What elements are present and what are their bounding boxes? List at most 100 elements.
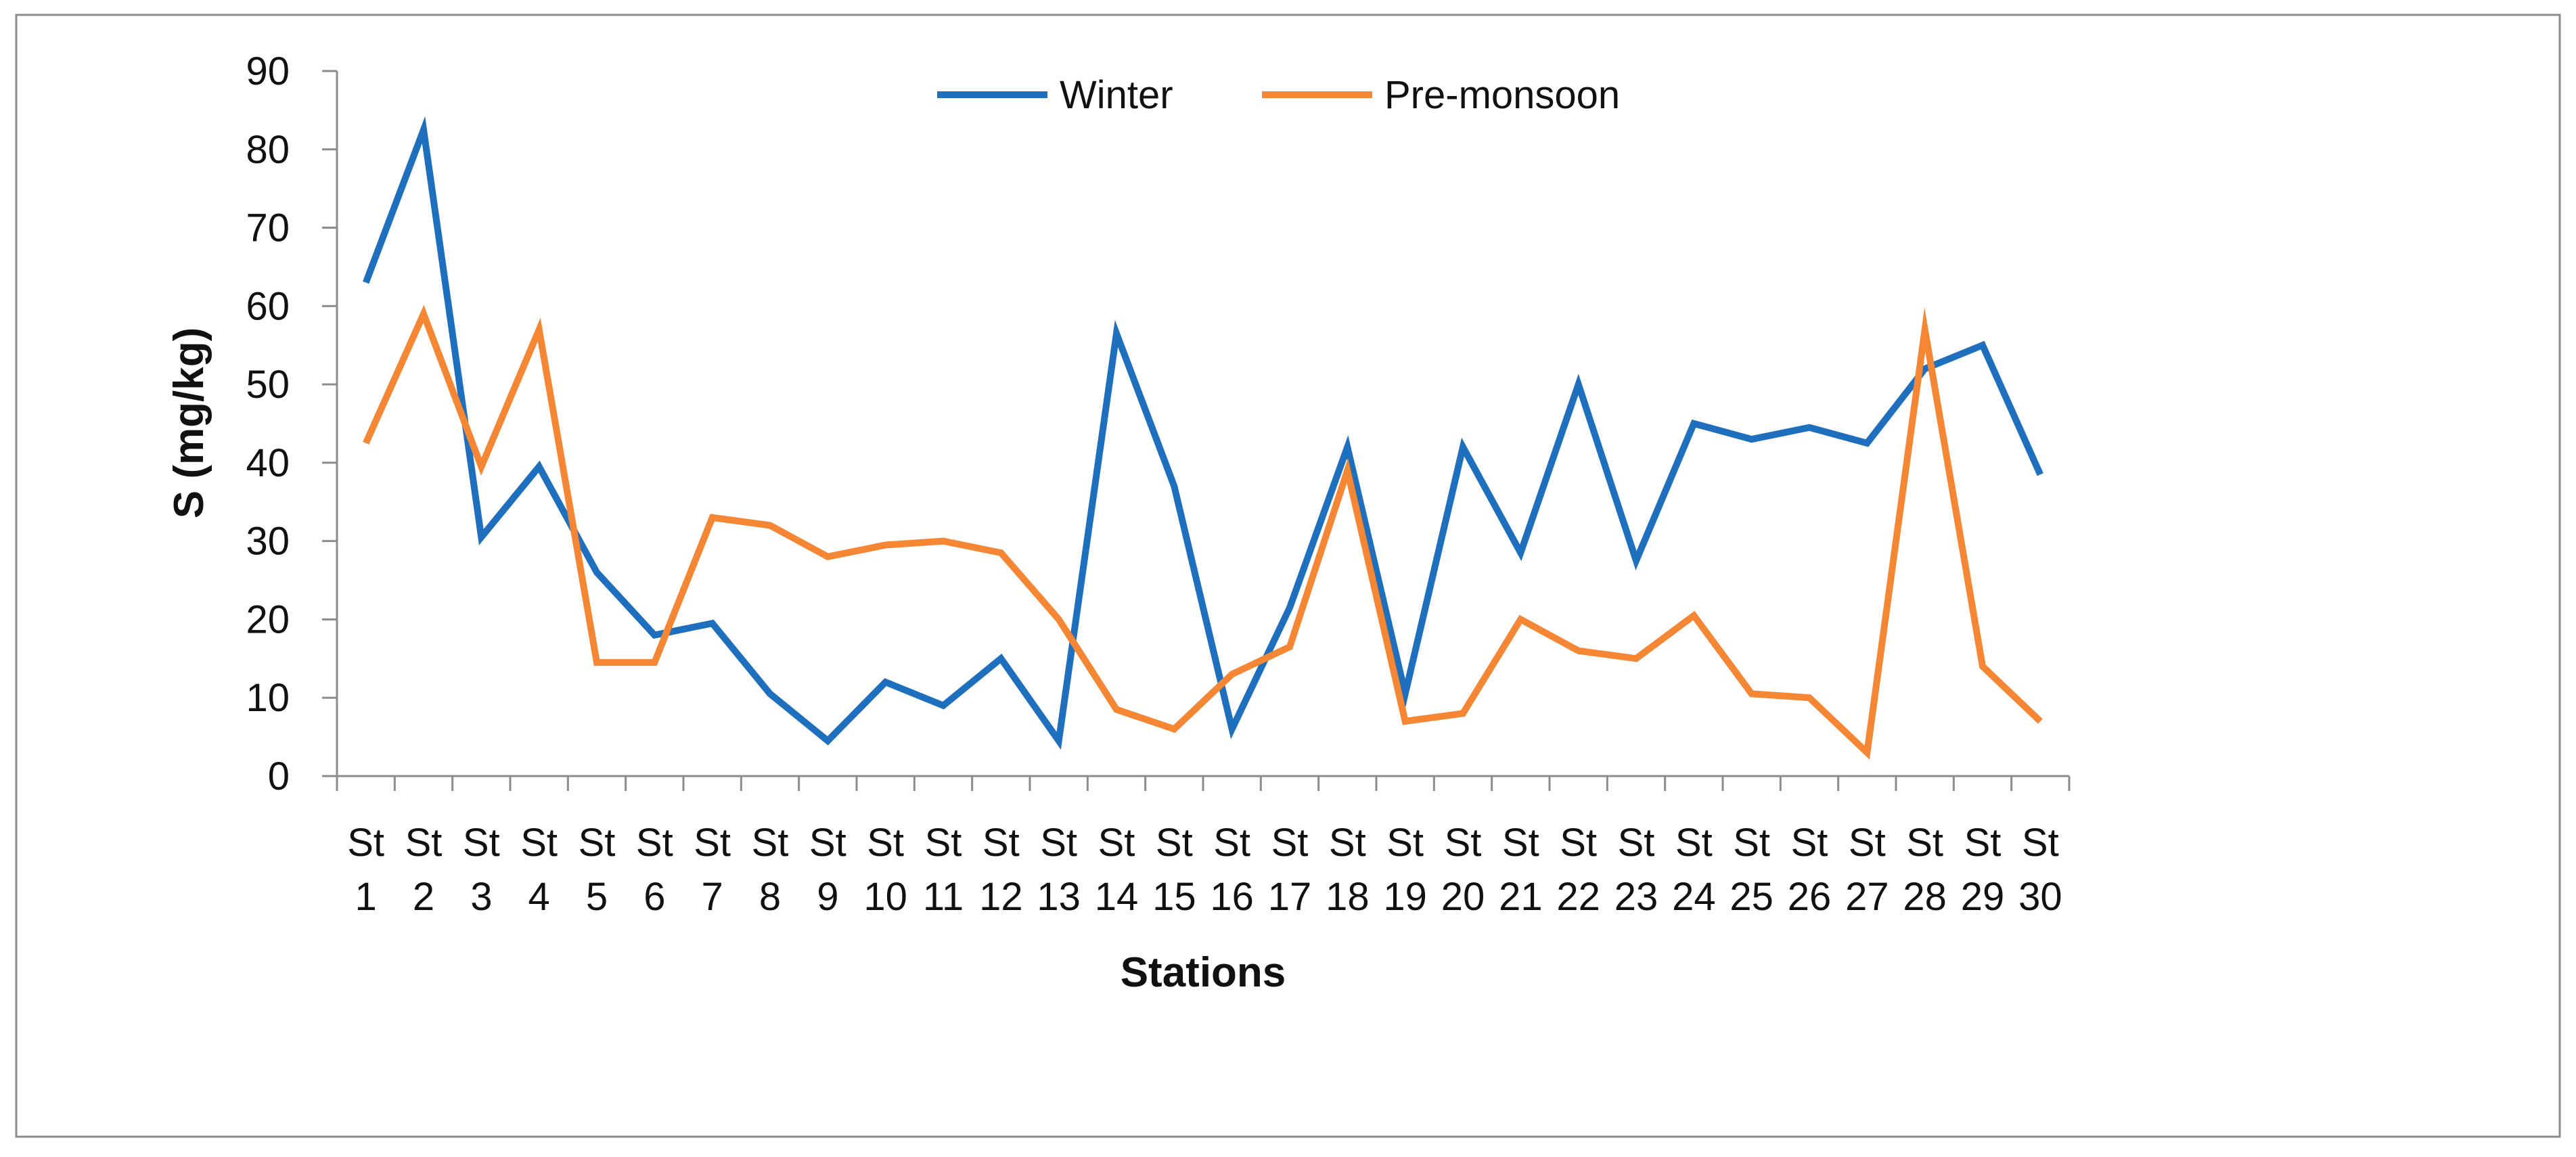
x-tick-label: St 19 — [1383, 821, 1427, 919]
y-tick-label: 80 — [246, 128, 290, 172]
data-point-pre-monsoon — [767, 522, 773, 529]
data-point-pre-monsoon — [824, 553, 831, 560]
data-point-winter — [767, 690, 773, 697]
data-point-winter — [1863, 440, 1870, 447]
x-tick-label: St 29 — [1961, 821, 2005, 919]
data-point-winter — [997, 655, 1004, 662]
y-tick-label: 20 — [246, 597, 290, 641]
data-point-pre-monsoon — [593, 659, 600, 666]
x-tick-label: St 21 — [1499, 821, 1543, 919]
x-tick-label: St 1 — [347, 821, 384, 919]
data-point-winter — [709, 620, 716, 627]
data-point-pre-monsoon — [420, 311, 427, 317]
data-point-winter — [651, 632, 658, 639]
x-tick-label: St 30 — [2018, 821, 2062, 919]
x-tick-label: St 26 — [1788, 821, 1832, 919]
data-point-winter — [940, 702, 947, 709]
data-point-winter — [1056, 738, 1062, 744]
data-point-pre-monsoon — [1344, 467, 1351, 474]
chart-frame — [15, 14, 2561, 1138]
data-point-pre-monsoon — [1460, 710, 1466, 717]
legend-label-winter: Winter — [1060, 73, 1173, 117]
x-tick-label: St 17 — [1268, 821, 1312, 919]
y-tick-label: 30 — [246, 520, 290, 564]
x-tick-label: St 7 — [694, 821, 731, 919]
data-point-winter — [1806, 424, 1813, 431]
x-tick-label: St 27 — [1845, 821, 1889, 919]
x-tick-label: St 9 — [809, 821, 846, 919]
data-point-winter — [1286, 604, 1293, 611]
data-point-pre-monsoon — [882, 541, 889, 548]
data-point-winter — [1517, 549, 1524, 556]
data-point-pre-monsoon — [2037, 718, 2043, 725]
data-point-winter — [1113, 330, 1120, 337]
x-tick-label: St 20 — [1441, 821, 1485, 919]
data-point-pre-monsoon — [1171, 726, 1177, 733]
data-point-winter — [1690, 420, 1697, 427]
data-point-winter — [1460, 444, 1466, 451]
data-point-pre-monsoon — [1056, 616, 1062, 622]
data-point-pre-monsoon — [940, 538, 947, 545]
x-tick-label: St 2 — [405, 821, 443, 919]
data-point-pre-monsoon — [1402, 718, 1409, 725]
data-point-pre-monsoon — [1863, 749, 1870, 756]
data-point-pre-monsoon — [1922, 326, 1928, 333]
data-point-winter — [1575, 381, 1582, 388]
data-point-winter — [1979, 342, 1986, 348]
data-point-winter — [420, 127, 427, 133]
y-tick-label: 40 — [246, 441, 290, 485]
x-tick-label: St 8 — [752, 821, 789, 919]
x-tick-label: St 6 — [636, 821, 673, 919]
y-tick-label: 60 — [246, 284, 290, 328]
data-point-winter — [1171, 483, 1177, 490]
y-tick-label: 90 — [246, 49, 290, 93]
data-point-pre-monsoon — [1113, 706, 1120, 713]
data-point-winter — [1229, 726, 1236, 733]
x-tick-label: St 14 — [1095, 821, 1139, 919]
data-point-winter — [536, 463, 543, 470]
data-point-winter — [593, 569, 600, 576]
x-tick-label: St 4 — [520, 821, 558, 919]
x-tick-label: St 23 — [1614, 821, 1658, 919]
legend-item-pre-monsoon: Pre-monsoon — [1262, 73, 1620, 117]
data-point-pre-monsoon — [478, 463, 484, 470]
x-tick-label: St 15 — [1152, 821, 1196, 919]
data-point-pre-monsoon — [1979, 663, 1986, 670]
x-tick-label: St 3 — [463, 821, 500, 919]
y-tick-label: 70 — [246, 206, 290, 250]
data-point-pre-monsoon — [1286, 643, 1293, 650]
y-tick-label: 0 — [268, 754, 290, 798]
x-axis-title: Stations — [1121, 949, 1286, 996]
data-point-pre-monsoon — [1633, 655, 1640, 662]
x-tick-label: St 16 — [1210, 821, 1254, 919]
series-line-pre-monsoon — [363, 304, 2043, 760]
x-tick-label: St 13 — [1037, 821, 1081, 919]
x-tick-label: St 5 — [579, 821, 616, 919]
data-point-pre-monsoon — [997, 549, 1004, 556]
y-axis-title: S (mg/kg) — [166, 327, 212, 518]
data-point-pre-monsoon — [1575, 648, 1582, 654]
data-point-winter — [1633, 558, 1640, 564]
y-tick-label: 10 — [246, 676, 290, 720]
data-point-winter — [2037, 471, 2043, 478]
data-point-winter — [1344, 444, 1351, 451]
x-tick-label: St 24 — [1672, 821, 1716, 919]
x-tick-label: St 18 — [1326, 821, 1370, 919]
legend: Winter Pre-monsoon — [937, 73, 1620, 117]
data-point-pre-monsoon — [1748, 690, 1755, 697]
data-point-pre-monsoon — [1806, 694, 1813, 701]
data-point-winter — [824, 738, 831, 744]
x-tick-label: St 25 — [1730, 821, 1773, 919]
data-point-pre-monsoon — [536, 326, 543, 333]
data-point-winter — [478, 534, 484, 541]
x-tick-label: St 11 — [923, 821, 964, 919]
data-point-winter — [363, 279, 369, 286]
data-point-pre-monsoon — [651, 659, 658, 666]
plot-series — [363, 116, 2043, 760]
y-axis: 0 10 20 30 40 50 60 70 80 90 — [246, 49, 338, 798]
data-point-winter — [1748, 436, 1755, 443]
data-point-winter — [882, 679, 889, 685]
x-tick-label: St 10 — [863, 821, 907, 919]
